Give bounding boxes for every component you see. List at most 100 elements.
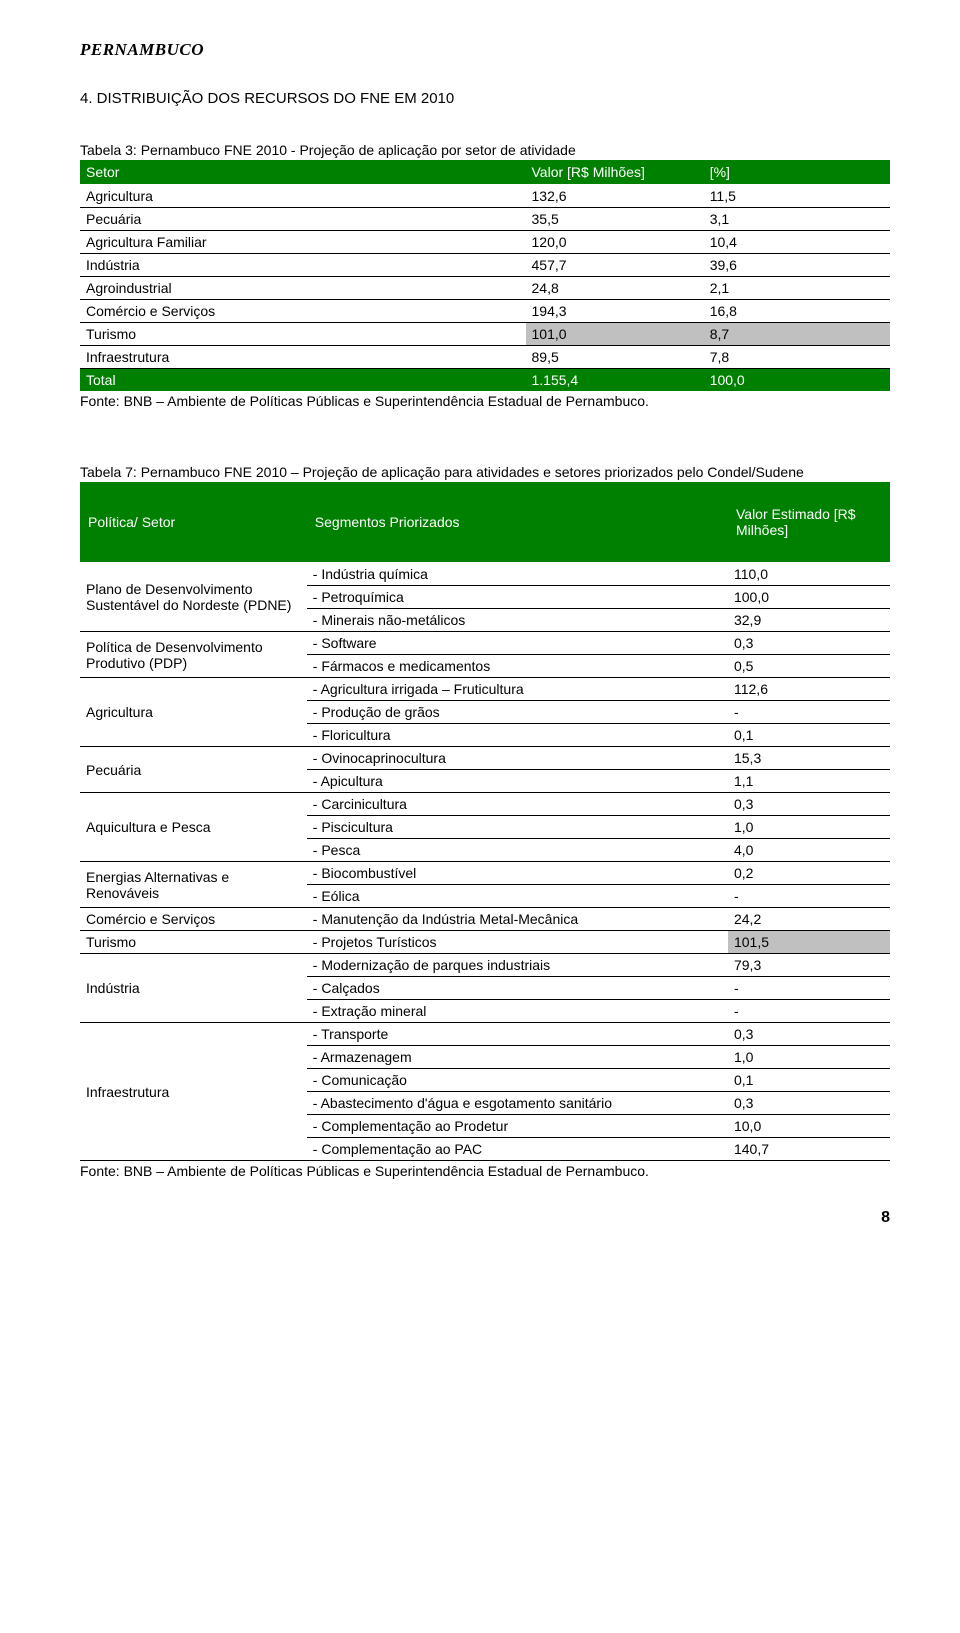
table-row: Infraestrutura- Transporte0,3 xyxy=(80,1023,890,1046)
table-cell: Turismo xyxy=(80,323,526,346)
table2-segment-cell: - Petroquímica xyxy=(307,586,728,609)
table2-value-cell: 1,0 xyxy=(728,816,890,839)
table2-segment-cell: - Apicultura xyxy=(307,770,728,793)
table1-source: Fonte: BNB – Ambiente de Políticas Públi… xyxy=(80,393,890,409)
table2-segment-cell: - Projetos Turísticos xyxy=(307,931,728,954)
table-cell: Infraestrutura xyxy=(80,346,526,369)
table2-sector-cell: Energias Alternativas e Renováveis xyxy=(80,862,307,908)
table1-header-valor: Valor [R$ Milhões] xyxy=(526,160,704,185)
section-title: 4. DISTRIBUIÇÃO DOS RECURSOS DO FNE EM 2… xyxy=(80,90,890,107)
table2-segment-cell: - Comunicação xyxy=(307,1069,728,1092)
table2-value-cell: 0,5 xyxy=(728,655,890,678)
table1-total-row: Total1.155,4100,0 xyxy=(80,369,890,392)
table2-value-cell: 0,1 xyxy=(728,724,890,747)
table-cell: 10,4 xyxy=(704,231,890,254)
table2-segment-cell: - Eólica xyxy=(307,885,728,908)
table-row: Agroindustrial24,82,1 xyxy=(80,277,890,300)
table-cell: 194,3 xyxy=(526,300,704,323)
table2-value-cell: 112,6 xyxy=(728,678,890,701)
table-cell: 89,5 xyxy=(526,346,704,369)
table-cell: 457,7 xyxy=(526,254,704,277)
table2-value-cell: 140,7 xyxy=(728,1138,890,1161)
table-cell: 101,0 xyxy=(526,323,704,346)
table2-value-cell: - xyxy=(728,885,890,908)
table2-sector-cell: Turismo xyxy=(80,931,307,954)
table2-value-cell: - xyxy=(728,1000,890,1023)
table-cell: 100,0 xyxy=(704,369,890,392)
table2-segment-cell: - Agricultura irrigada – Fruticultura xyxy=(307,678,728,701)
table-cell: Pecuária xyxy=(80,208,526,231)
table-cell: Indústria xyxy=(80,254,526,277)
table2-segment-cell: - Complementação ao PAC xyxy=(307,1138,728,1161)
table2-value-cell: 0,3 xyxy=(728,793,890,816)
table-row: Agricultura Familiar120,010,4 xyxy=(80,231,890,254)
table-row: Agricultura- Agricultura irrigada – Frut… xyxy=(80,678,890,701)
table-row: Comércio e Serviços- Manutenção da Indús… xyxy=(80,908,890,931)
table2-sector-cell: Agricultura xyxy=(80,678,307,747)
table2-sector-cell: Política de Desenvolvimento Produtivo (P… xyxy=(80,632,307,678)
table-cell: 7,8 xyxy=(704,346,890,369)
table2-segment-cell: - Fármacos e medicamentos xyxy=(307,655,728,678)
table2-segment-cell: - Pesca xyxy=(307,839,728,862)
table2-value-cell: 32,9 xyxy=(728,609,890,632)
table-cell: Agricultura xyxy=(80,185,526,208)
table2-value-cell: 0,2 xyxy=(728,862,890,885)
table2-segment-cell: - Software xyxy=(307,632,728,655)
table-cell: Comércio e Serviços xyxy=(80,300,526,323)
table2-header-valor: Valor Estimado [R$ Milhões] xyxy=(728,482,890,563)
table2: Política/ Setor Segmentos Priorizados Va… xyxy=(80,482,890,1161)
table2-value-cell: 0,3 xyxy=(728,632,890,655)
table2-sector-cell: Infraestrutura xyxy=(80,1023,307,1161)
table-row: Turismo101,08,7 xyxy=(80,323,890,346)
table2-segment-cell: - Abastecimento d'água e esgotamento san… xyxy=(307,1092,728,1115)
table2-sector-cell: Indústria xyxy=(80,954,307,1023)
table2-segment-cell: - Modernização de parques industriais xyxy=(307,954,728,977)
table1-header-setor: Setor xyxy=(80,160,526,185)
table2-segment-cell: - Carcinicultura xyxy=(307,793,728,816)
table-cell: Agricultura Familiar xyxy=(80,231,526,254)
table-row: Pecuária- Ovinocaprinocultura15,3 xyxy=(80,747,890,770)
table2-segment-cell: - Armazenagem xyxy=(307,1046,728,1069)
table2-value-cell: 79,3 xyxy=(728,954,890,977)
table2-segment-cell: - Indústria química xyxy=(307,563,728,586)
table2-value-cell: 100,0 xyxy=(728,586,890,609)
table1-header-pct: [%] xyxy=(704,160,890,185)
table2-segment-cell: - Complementação ao Prodetur xyxy=(307,1115,728,1138)
table-row: Pecuária35,53,1 xyxy=(80,208,890,231)
table2-value-cell: 0,1 xyxy=(728,1069,890,1092)
table2-value-cell: 4,0 xyxy=(728,839,890,862)
table-cell: 2,1 xyxy=(704,277,890,300)
table-cell: 39,6 xyxy=(704,254,890,277)
table1: Setor Valor [R$ Milhões] [%] Agricultura… xyxy=(80,160,890,391)
table2-header-segmentos: Segmentos Priorizados xyxy=(307,482,728,563)
table-row: Comércio e Serviços194,316,8 xyxy=(80,300,890,323)
region-header: PERNAMBUCO xyxy=(80,40,890,60)
table2-value-cell: - xyxy=(728,977,890,1000)
table-cell: 1.155,4 xyxy=(526,369,704,392)
table-row: Energias Alternativas e Renováveis- Bioc… xyxy=(80,862,890,885)
table-row: Agricultura132,611,5 xyxy=(80,185,890,208)
table2-header-politica: Política/ Setor xyxy=(80,482,307,563)
table2-sector-cell: Aquicultura e Pesca xyxy=(80,793,307,862)
table-row: Indústria457,739,6 xyxy=(80,254,890,277)
page-number: 8 xyxy=(80,1209,890,1227)
table-cell: 120,0 xyxy=(526,231,704,254)
table2-segment-cell: - Minerais não-metálicos xyxy=(307,609,728,632)
table-cell: 8,7 xyxy=(704,323,890,346)
table-cell: 11,5 xyxy=(704,185,890,208)
table-row: Política de Desenvolvimento Produtivo (P… xyxy=(80,632,890,655)
table2-segment-cell: - Transporte xyxy=(307,1023,728,1046)
table-row: Turismo- Projetos Turísticos101,5 xyxy=(80,931,890,954)
table-cell: 132,6 xyxy=(526,185,704,208)
table-cell: Total xyxy=(80,369,526,392)
table2-segment-cell: - Piscicultura xyxy=(307,816,728,839)
table2-segment-cell: - Manutenção da Indústria Metal-Mecânica xyxy=(307,908,728,931)
table-row: Infraestrutura89,57,8 xyxy=(80,346,890,369)
table2-value-cell: 110,0 xyxy=(728,563,890,586)
table-cell: 24,8 xyxy=(526,277,704,300)
table2-segment-cell: - Extração mineral xyxy=(307,1000,728,1023)
table2-value-cell: 1,1 xyxy=(728,770,890,793)
table2-segment-cell: - Biocombustível xyxy=(307,862,728,885)
table-row: Aquicultura e Pesca- Carcinicultura0,3 xyxy=(80,793,890,816)
table-row: Plano de Desenvolvimento Sustentável do … xyxy=(80,563,890,586)
